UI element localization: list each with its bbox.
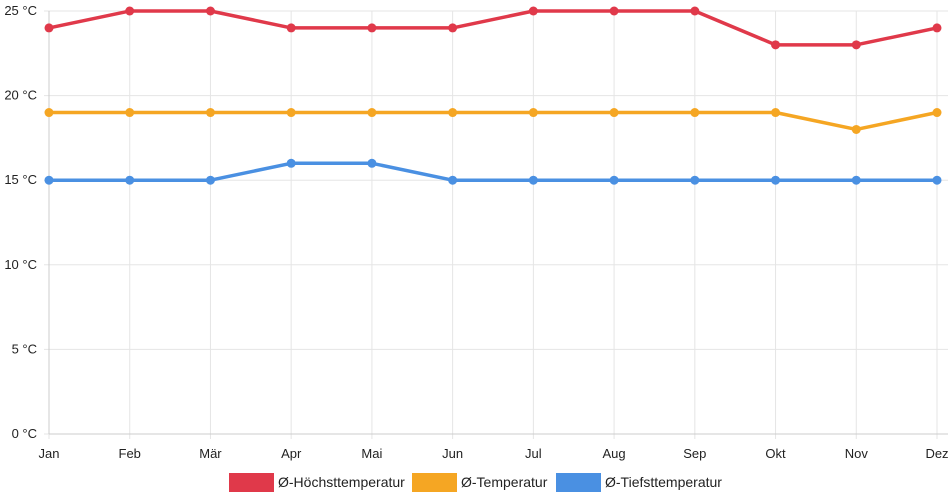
legend-item[interactable]: Ø-Temperatur	[412, 473, 548, 492]
data-point[interactable]	[367, 23, 377, 33]
legend[interactable]: Ø-Höchsttemperatur Ø-Temperatur Ø-Tiefstte…	[229, 473, 722, 492]
series-3	[44, 158, 942, 185]
data-point[interactable]	[367, 158, 377, 168]
series-line	[47, 161, 939, 182]
data-point[interactable]	[367, 108, 377, 118]
y-tick-label: 15 °C	[4, 172, 37, 187]
x-tick-label: Mär	[199, 446, 222, 461]
x-tick-label: Sep	[683, 446, 706, 461]
legend-label: Ø-Temperatur	[461, 474, 548, 490]
x-tick-label: Feb	[119, 446, 141, 461]
series-line	[47, 9, 939, 47]
legend-swatch	[556, 473, 601, 492]
data-point[interactable]	[609, 175, 619, 185]
legend-swatch	[412, 473, 457, 492]
data-point[interactable]	[44, 23, 54, 33]
data-point[interactable]	[528, 175, 538, 185]
axes	[48, 11, 948, 435]
data-point[interactable]	[690, 108, 700, 118]
data-point[interactable]	[286, 158, 296, 168]
data-point[interactable]	[448, 108, 458, 118]
grid-lines	[44, 10, 948, 439]
legend-label: Ø-Höchsttemperatur	[278, 474, 405, 490]
data-point[interactable]	[448, 175, 458, 185]
series-2	[44, 108, 942, 134]
data-point[interactable]	[609, 6, 619, 16]
x-tick-label: Aug	[603, 446, 626, 461]
data-point[interactable]	[125, 108, 135, 118]
data-point[interactable]	[286, 108, 296, 118]
data-point[interactable]	[690, 175, 700, 185]
data-point[interactable]	[851, 40, 861, 50]
legend-item[interactable]: Ø-Höchsttemperatur	[229, 473, 405, 492]
x-tick-label: Okt	[765, 446, 786, 461]
x-axis-tick-labels: Jan Feb Mär Apr Mai Jun Jul Aug Sep Okt Nov Dez	[39, 446, 949, 461]
x-tick-label: Nov	[845, 446, 869, 461]
data-point[interactable]	[771, 108, 781, 118]
y-tick-label: 5 °C	[12, 341, 37, 356]
data-point[interactable]	[528, 108, 538, 118]
data-point[interactable]	[448, 23, 458, 33]
data-point[interactable]	[690, 6, 700, 16]
data-point[interactable]	[851, 175, 861, 185]
y-tick-label: 10 °C	[4, 257, 37, 272]
legend-swatch	[229, 473, 274, 492]
data-point[interactable]	[932, 108, 942, 118]
y-tick-label: 25 °C	[4, 3, 37, 18]
data-point[interactable]	[851, 124, 861, 134]
x-tick-label: Jun	[442, 446, 463, 461]
x-tick-label: Mai	[361, 446, 382, 461]
data-point[interactable]	[771, 40, 781, 50]
data-point[interactable]	[125, 175, 135, 185]
data-point[interactable]	[771, 175, 781, 185]
data-point[interactable]	[609, 108, 619, 118]
data-point[interactable]	[125, 6, 135, 16]
data-point[interactable]	[44, 175, 54, 185]
data-point[interactable]	[205, 6, 215, 16]
data-point[interactable]	[205, 175, 215, 185]
data-point[interactable]	[205, 108, 215, 118]
y-tick-label: 20 °C	[4, 88, 37, 103]
data-point[interactable]	[286, 23, 296, 33]
legend-label: Ø-Tiefsttemperatur	[605, 474, 722, 490]
series-line	[47, 110, 939, 132]
data-point[interactable]	[932, 175, 942, 185]
y-axis-tick-labels: 0 °C 5 °C 10 °C 15 °C 20 °C 25 °C	[4, 3, 37, 441]
data-point[interactable]	[44, 108, 54, 118]
series-lines	[44, 6, 942, 185]
legend-item[interactable]: Ø-Tiefsttemperatur	[556, 473, 722, 492]
data-point[interactable]	[528, 6, 538, 16]
y-tick-label: 0 °C	[12, 426, 37, 441]
x-tick-label: Apr	[281, 446, 302, 461]
x-tick-label: Jan	[39, 446, 60, 461]
series-1	[44, 6, 942, 50]
data-point[interactable]	[932, 23, 942, 33]
x-tick-label: Jul	[525, 446, 542, 461]
x-tick-label: Dez	[925, 446, 948, 461]
